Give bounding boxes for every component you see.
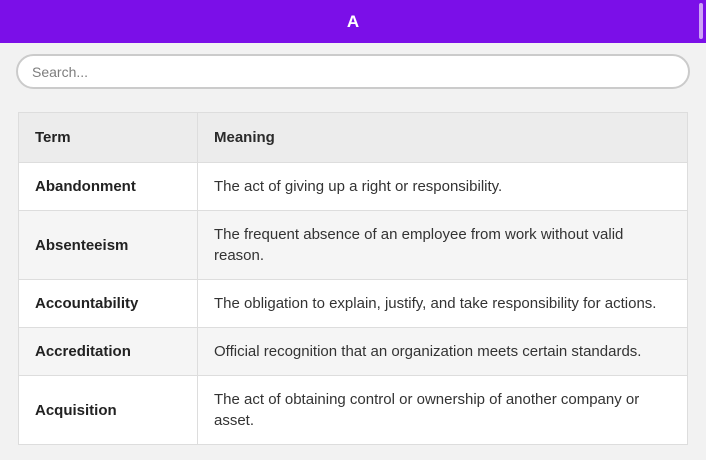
search-bar <box>0 43 706 89</box>
app-header: A <box>0 0 706 43</box>
table-header-row: Term Meaning <box>18 112 688 163</box>
meaning-cell: Official recognition that an organizatio… <box>197 327 688 376</box>
term-cell: Acquisition <box>18 375 198 445</box>
table-row: Acquisition The act of obtaining control… <box>18 375 688 445</box>
term-cell: Abandonment <box>18 162 198 211</box>
scrollbar-thumb[interactable] <box>699 3 703 39</box>
meaning-cell: The act of giving up a right or responsi… <box>197 162 688 211</box>
meaning-cell: The act of obtaining control or ownershi… <box>197 375 688 445</box>
column-header-meaning: Meaning <box>197 112 688 163</box>
column-header-term: Term <box>18 112 198 163</box>
term-cell: Absenteeism <box>18 210 198 280</box>
table-row: Abandonment The act of giving up a right… <box>18 162 688 211</box>
glossary-table: Term Meaning Abandonment The act of givi… <box>18 112 688 445</box>
term-cell: Accreditation <box>18 327 198 376</box>
term-cell: Accountability <box>18 279 198 328</box>
meaning-cell: The frequent absence of an employee from… <box>197 210 688 280</box>
search-input[interactable] <box>16 54 690 89</box>
table-row: Accountability The obligation to explain… <box>18 279 688 328</box>
table-row: Accreditation Official recognition that … <box>18 327 688 376</box>
meaning-cell: The obligation to explain, justify, and … <box>197 279 688 328</box>
table-row: Absenteeism The frequent absence of an e… <box>18 210 688 280</box>
page-title: A <box>346 12 360 31</box>
